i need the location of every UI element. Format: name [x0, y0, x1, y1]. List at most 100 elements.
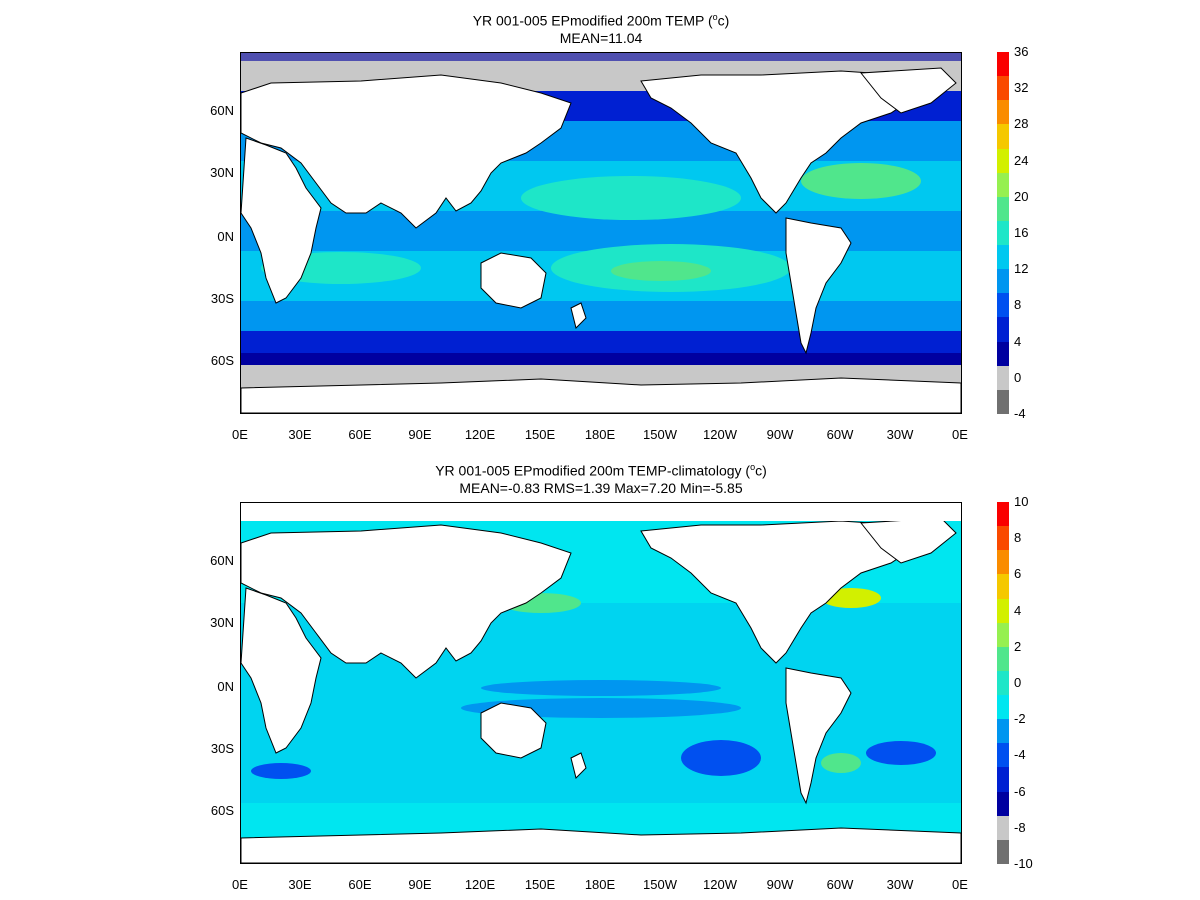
title-text: YR 001-005 EPmodified 200m TEMP (: [472, 12, 713, 29]
title-unit: c): [755, 462, 767, 479]
colorbar-tick-label: 8: [1014, 530, 1022, 546]
anomaly-temperature-map: [240, 502, 962, 864]
south-pacific-warm-core: [611, 261, 711, 281]
lon-label-60w: 60W: [826, 877, 854, 892]
negative-anomaly-south-atlantic: [251, 763, 311, 779]
lon-label-30e: 30E: [288, 877, 312, 892]
australia: [480, 702, 547, 759]
colorbar-segment: [997, 839, 1009, 865]
negative-anomaly-atlantic: [866, 741, 936, 765]
negative-anomaly-pacific: [681, 740, 761, 776]
continents: [241, 517, 961, 863]
title-text: YR 001-005 EPmodified 200m TEMP-climatol…: [435, 462, 751, 479]
lon-label-60e: 60E: [348, 877, 372, 892]
colorbar-tick-label: 8: [1014, 297, 1022, 313]
colorbar-tick-label: 2: [1014, 638, 1022, 654]
lon-label-120w: 120W: [703, 427, 737, 442]
colorbar-segment: [997, 52, 1009, 77]
lon-label-0e-end: 0E: [952, 877, 968, 892]
mean-map-svg: [241, 53, 961, 413]
lon-label-150w: 150W: [643, 427, 677, 442]
anomaly-map-svg: [241, 503, 961, 863]
colorbar-segment: [997, 365, 1009, 391]
anomaly-panel-title: YR 001-005 EPmodified 200m TEMP-climatol…: [240, 459, 962, 480]
colorbar-segment: [997, 341, 1009, 367]
colorbar-tick-label: 16: [1014, 225, 1029, 240]
colorbar-segment: [997, 622, 1009, 648]
colorbar-segment: [997, 815, 1009, 841]
colorbar-segment: [997, 695, 1009, 720]
lon-label-30w: 30W: [886, 877, 914, 892]
colorbar-tick-label: -8: [1014, 819, 1026, 835]
title-superscript: o: [750, 462, 756, 472]
colorbar-segment: [997, 574, 1009, 600]
colorbar-segment: [997, 743, 1009, 768]
lon-label-120e: 120E: [464, 877, 496, 892]
lon-label-60e: 60E: [348, 427, 372, 442]
lat-label-0n: 0N: [217, 229, 234, 244]
lat-label-60n: 60N: [210, 553, 234, 568]
lon-label-90w: 90W: [766, 877, 794, 892]
lon-label-180e: 180E: [584, 427, 616, 442]
north-pacific-gyre: [521, 176, 741, 220]
colorbar-tick-label: 4: [1014, 333, 1022, 349]
colorbar-tick-label: 28: [1014, 116, 1029, 132]
lon-label-180e: 180E: [584, 877, 616, 892]
colorbar-tick-label: 32: [1014, 80, 1029, 96]
mean-temperature-panel: YR 001-005 EPmodified 200m TEMP (oc) MEA…: [210, 9, 1029, 442]
lon-label-0e-end: 0E: [952, 427, 968, 442]
lat-label-30s: 30S: [210, 741, 234, 756]
colorbar-tick-label: 10: [1014, 494, 1029, 509]
colorbar-segment: [997, 317, 1009, 343]
south-america: [785, 217, 852, 355]
lat-label-60n: 60N: [210, 103, 234, 118]
title-superscript: o: [712, 12, 718, 22]
lon-label-0e: 0E: [232, 877, 248, 892]
colorbar-tick-label: 0: [1014, 675, 1022, 690]
south-midlat-band: [241, 301, 961, 331]
lon-label-150e: 150E: [524, 427, 556, 442]
antarctica: [241, 377, 961, 413]
arctic-no-data: [241, 503, 961, 521]
lon-label-150e: 150E: [524, 877, 556, 892]
colorbar-segment: [997, 196, 1009, 222]
lon-label-120e: 120E: [464, 427, 496, 442]
colorbar-segment: [997, 719, 1009, 744]
colorbar-segment: [997, 646, 1009, 672]
colorbar-segment: [997, 124, 1009, 150]
australia: [480, 252, 547, 309]
new-zealand: [570, 302, 587, 329]
colorbar-segment: [997, 293, 1009, 318]
antarctica: [241, 827, 961, 863]
continents: [241, 67, 961, 413]
south-atlantic-positive-anomaly: [821, 753, 861, 773]
colorbar-segment: [997, 550, 1009, 575]
mean-temperature-map: [240, 52, 962, 414]
lat-label-30n: 30N: [210, 165, 234, 180]
lat-label-60s: 60S: [210, 353, 234, 368]
colorbar-segment: [997, 389, 1009, 415]
colorbar-tick-label: 20: [1014, 188, 1029, 204]
lon-label-60w: 60W: [826, 427, 854, 442]
colorbar-segment: [997, 670, 1009, 696]
colorbar-segment: [997, 100, 1009, 125]
colorbar-segment: [997, 767, 1009, 793]
colorbar-segment: [997, 220, 1009, 246]
lat-label-0n: 0N: [217, 679, 234, 694]
mean-panel-title: YR 001-005 EPmodified 200m TEMP (oc): [240, 9, 962, 30]
colorbar-tick-label: -4: [1014, 747, 1026, 763]
colorbar-tick-label: 6: [1014, 566, 1022, 582]
colorbar-segment: [997, 245, 1009, 270]
anomaly-colorbar: [997, 502, 1009, 865]
arctic-edge: [241, 53, 961, 61]
south-america: [785, 667, 852, 805]
anomaly-panel-subtitle: MEAN=-0.83 RMS=1.39 Max=7.20 Min=-5.85: [459, 480, 743, 496]
colorbar-tick-label: 0: [1014, 369, 1022, 385]
colorbar-tick-label: 12: [1014, 261, 1029, 277]
lon-label-90e: 90E: [408, 427, 432, 442]
colorbar-tick-label: -2: [1014, 711, 1026, 727]
lon-label-120w: 120W: [703, 877, 737, 892]
africa: [241, 137, 322, 304]
colorbar-tick-label: 4: [1014, 602, 1022, 618]
lon-label-150w: 150W: [643, 877, 677, 892]
